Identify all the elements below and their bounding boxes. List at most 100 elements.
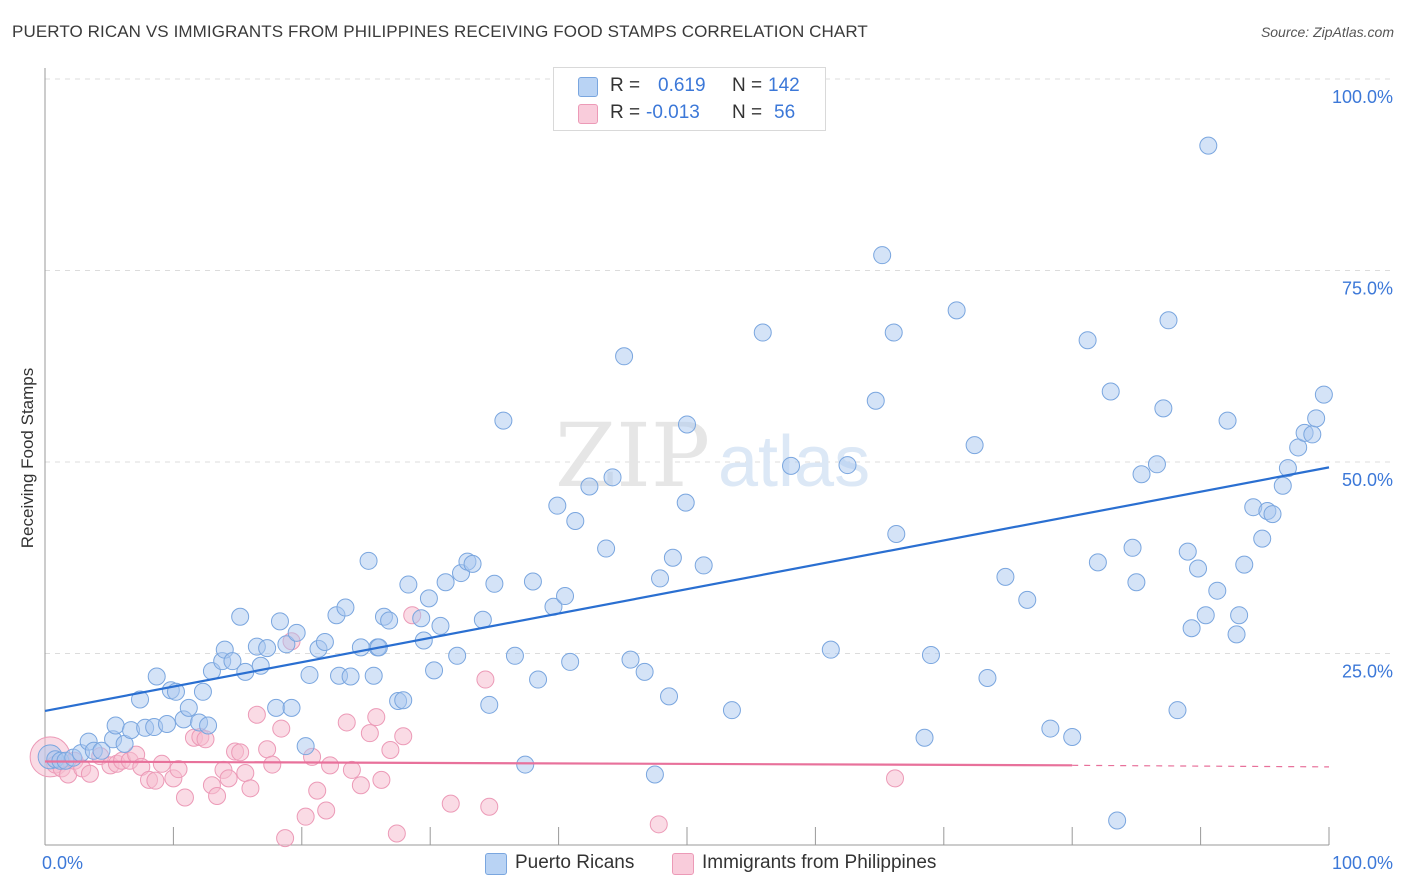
data-point-philippines (296, 807, 315, 826)
data-point-philippines (317, 801, 336, 820)
data-point-puerto-ricans (1314, 385, 1333, 404)
trend-line-philippines-projection (1072, 764, 1330, 768)
trend-line-puerto-ricans (44, 466, 1330, 713)
y-axis-label: Receiving Food Stamps (18, 367, 37, 549)
data-point-puerto-ricans (753, 323, 772, 342)
bottom-legend-label: Immigrants from Philippines (702, 852, 937, 873)
data-point-puerto-ricans (1273, 476, 1292, 495)
y-tick-label: 25.0% (1342, 662, 1393, 682)
bottom-legend-label: Puerto Ricans (515, 852, 635, 873)
data-point-puerto-ricans (1189, 559, 1208, 578)
data-point-philippines (258, 740, 277, 759)
data-point-puerto-ricans (157, 714, 176, 733)
data-point-puerto-ricans (1278, 459, 1297, 478)
data-point-puerto-ricans (419, 589, 438, 608)
data-point-philippines (80, 764, 99, 783)
watermark: ZIP atlas (555, 404, 870, 507)
data-point-puerto-ricans (838, 456, 857, 475)
bottom-legend-swatch-blue (485, 853, 507, 875)
data-point-puerto-ricans (1127, 573, 1146, 592)
data-point-puerto-ricans (523, 572, 542, 591)
data-point-philippines (381, 741, 400, 760)
data-point-puerto-ricans (1230, 606, 1249, 625)
data-point-puerto-ricans (1018, 590, 1037, 609)
data-point-puerto-ricans (106, 716, 125, 735)
data-point-philippines (351, 776, 370, 795)
data-point-puerto-ricans (884, 323, 903, 342)
data-point-philippines (394, 727, 413, 746)
bottom-legend-swatch-pink (672, 853, 694, 875)
data-point-puerto-ricans (529, 670, 548, 689)
data-point-puerto-ricans (1078, 331, 1097, 350)
data-point-puerto-ricans (887, 525, 906, 544)
data-point-puerto-ricans (315, 633, 334, 652)
data-point-philippines (236, 763, 255, 782)
series-puerto-ricans (37, 136, 1333, 830)
data-point-philippines (219, 769, 238, 788)
data-point-puerto-ricans (485, 574, 504, 593)
data-point-philippines (231, 743, 250, 762)
axes (44, 68, 1330, 846)
x-tick-label: 100.0% (1332, 853, 1393, 873)
data-point-puerto-ricans (866, 391, 885, 410)
data-point-puerto-ricans (1199, 136, 1218, 155)
data-point-puerto-ricans (425, 661, 444, 680)
data-point-puerto-ricans (359, 551, 378, 570)
data-point-puerto-ricans (978, 669, 997, 688)
data-point-puerto-ricans (480, 695, 499, 714)
tick-labels: 25.0% 50.0% 75.0% 100.0% 0.0% 100.0% (42, 87, 1393, 873)
data-point-puerto-ricans (621, 650, 640, 669)
legend-r-value: 0.619 (658, 75, 706, 96)
data-point-puerto-ricans (394, 691, 413, 710)
data-point-puerto-ricans (494, 411, 513, 430)
data-point-puerto-ricans (580, 477, 599, 496)
data-point-puerto-ricans (1307, 409, 1326, 428)
data-point-philippines (152, 754, 171, 773)
data-point-puerto-ricans (179, 698, 198, 717)
data-point-puerto-ricans (147, 667, 166, 686)
data-point-puerto-ricans (431, 616, 450, 635)
legend-n-label: N = (732, 75, 763, 96)
data-point-philippines (146, 771, 165, 790)
data-point-philippines (886, 769, 905, 788)
trend-lines (44, 466, 1330, 768)
data-point-philippines (175, 788, 194, 807)
source-label: Source: ZipAtlas.com (1260, 24, 1394, 40)
legend-r-value: -0.013 (646, 102, 700, 123)
data-point-puerto-ricans (651, 569, 670, 588)
data-point-puerto-ricans (505, 646, 524, 665)
data-point-puerto-ricans (645, 765, 664, 784)
data-point-puerto-ricans (1147, 455, 1166, 474)
legend-n-value: 142 (768, 75, 800, 96)
data-point-puerto-ricans (277, 635, 296, 654)
data-point-puerto-ricans (996, 567, 1015, 586)
legend-n-value: 56 (774, 102, 796, 123)
data-point-puerto-ricans (694, 556, 713, 575)
data-point-puerto-ricans (267, 698, 286, 717)
data-point-puerto-ricans (597, 539, 616, 558)
data-point-puerto-ricans (300, 665, 319, 684)
data-point-puerto-ricans (1227, 625, 1246, 644)
data-point-puerto-ricans (258, 639, 277, 658)
data-point-puerto-ricans (915, 728, 934, 747)
data-point-philippines (208, 786, 227, 805)
data-point-philippines (169, 760, 188, 779)
data-point-puerto-ricans (965, 436, 984, 455)
data-point-puerto-ricans (782, 456, 801, 475)
data-point-puerto-ricans (561, 652, 580, 671)
data-point-puerto-ricans (1182, 619, 1201, 638)
data-point-puerto-ricans (193, 682, 212, 701)
x-tick-label: 0.0% (42, 853, 83, 873)
data-point-puerto-ricans (287, 623, 306, 642)
legend-r-label: R = (610, 75, 641, 96)
data-point-puerto-ricans (821, 640, 840, 659)
data-point-puerto-ricans (412, 609, 431, 628)
data-point-puerto-ricans (436, 573, 455, 592)
data-point-puerto-ricans (1063, 727, 1082, 746)
data-point-puerto-ricans (1101, 382, 1120, 401)
y-tick-label: 75.0% (1342, 279, 1393, 299)
data-point-philippines (241, 779, 260, 798)
data-point-puerto-ricans (1253, 529, 1272, 548)
data-point-puerto-ricans (921, 646, 940, 665)
data-point-puerto-ricans (678, 415, 696, 434)
